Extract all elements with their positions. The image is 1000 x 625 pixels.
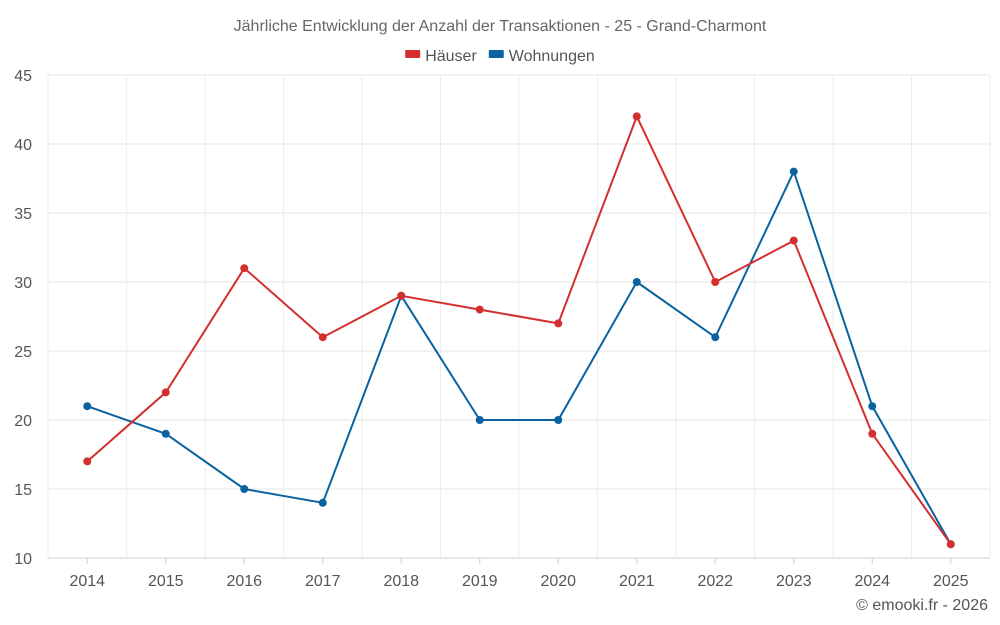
y-axis: 10 15 20 25 30 35 40 45 bbox=[14, 68, 32, 568]
data-point bbox=[632, 112, 641, 121]
x-tick-label: 2015 bbox=[148, 573, 184, 590]
legend-swatch bbox=[488, 50, 504, 58]
x-tick-label: 2024 bbox=[854, 573, 890, 590]
legend-item: Wohnungen bbox=[488, 48, 595, 65]
data-point bbox=[554, 319, 563, 328]
series-line bbox=[86, 170, 952, 545]
x-tick-label: 2025 bbox=[933, 573, 969, 590]
legend-swatch bbox=[405, 50, 421, 58]
x-tick-label: 2019 bbox=[462, 573, 498, 590]
series-0 bbox=[83, 112, 955, 549]
y-tick-label: 25 bbox=[14, 344, 32, 361]
y-tick-label: 20 bbox=[14, 413, 32, 430]
legend-label: Wohnungen bbox=[509, 48, 595, 65]
data-point bbox=[789, 236, 798, 245]
y-tick-label: 40 bbox=[14, 137, 32, 154]
legend: Häuser Wohnungen bbox=[405, 48, 595, 65]
data-point bbox=[240, 264, 249, 273]
data-point bbox=[711, 333, 720, 342]
data-point bbox=[318, 333, 327, 342]
x-tick-label: 2021 bbox=[619, 573, 655, 590]
x-tick-label: 2014 bbox=[69, 573, 105, 590]
series-layer bbox=[83, 112, 955, 549]
legend-label: Häuser bbox=[425, 48, 477, 65]
data-point bbox=[946, 540, 955, 549]
data-point bbox=[632, 278, 641, 286]
data-point bbox=[318, 498, 327, 507]
series-line bbox=[86, 115, 952, 545]
data-point bbox=[161, 388, 170, 397]
data-point bbox=[554, 416, 563, 424]
data-point bbox=[475, 416, 484, 424]
x-tick-label: 2023 bbox=[776, 573, 812, 590]
data-point bbox=[475, 305, 484, 314]
data-point bbox=[240, 485, 249, 493]
x-tick-label: 2018 bbox=[383, 573, 419, 590]
x-tick-label: 2022 bbox=[697, 573, 733, 590]
chart-title: Jährliche Entwicklung der Anzahl der Tra… bbox=[234, 18, 767, 35]
data-point bbox=[161, 429, 170, 438]
x-tick-label: 2017 bbox=[305, 573, 341, 590]
legend-item: Häuser bbox=[405, 48, 477, 65]
y-tick-label: 30 bbox=[14, 275, 32, 292]
y-tick-label: 10 bbox=[14, 551, 32, 568]
y-tick-label: 35 bbox=[14, 206, 32, 223]
data-point bbox=[83, 457, 92, 466]
data-point bbox=[868, 402, 877, 411]
y-tick-label: 15 bbox=[14, 482, 32, 499]
y-tick-label: 45 bbox=[14, 68, 32, 85]
data-point bbox=[397, 291, 406, 300]
credit-text: © emooki.fr - 2026 bbox=[856, 597, 988, 614]
legend-items: Häuser Wohnungen bbox=[405, 48, 595, 65]
x-tick-label: 2020 bbox=[540, 573, 576, 590]
data-point bbox=[868, 429, 877, 438]
x-tick-label: 2016 bbox=[226, 573, 262, 590]
data-point bbox=[711, 278, 720, 286]
x-axis: 2014 2015 2016 2017 2018 2019 2020 2021 2022 2023… bbox=[48, 557, 990, 590]
data-point bbox=[83, 402, 92, 411]
data-point bbox=[789, 167, 798, 176]
